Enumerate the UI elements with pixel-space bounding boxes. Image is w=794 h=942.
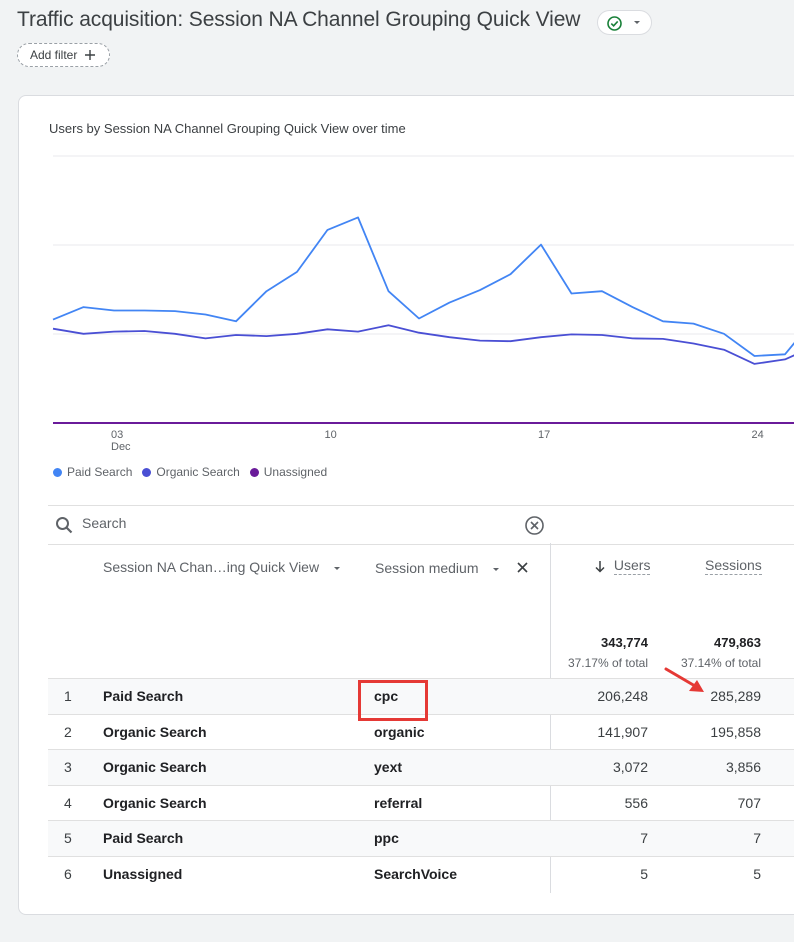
row-channel: Paid Search [103,830,184,846]
total-users: 343,774 [601,635,648,650]
table-search-bar [48,505,794,545]
search-input[interactable] [82,515,382,531]
annotation-highlight-box [358,680,428,721]
row-users: 141,907 [597,723,648,740]
column-header-medium-label: Session medium [375,560,479,576]
row-channel: Organic Search [103,759,207,775]
row-users: 5 [640,865,648,882]
column-divider [550,543,551,893]
table-row[interactable]: 6 Unassigned SearchVoice 5 5 [48,855,794,892]
row-index: 2 [64,723,72,740]
row-sessions: 707 [737,794,761,811]
series-line-paid-search[interactable] [52,216,794,357]
chart-legend: Paid Search Organic Search Unassigned [53,465,327,479]
legend-label: Organic Search [156,465,240,479]
legend-label: Paid Search [67,465,133,479]
column-header-users[interactable]: Users [594,557,651,575]
row-medium: ppc [374,830,399,846]
row-channel: Organic Search [103,723,207,740]
search-icon [56,517,73,534]
clear-search-icon[interactable] [524,515,545,536]
legend-label: Unassigned [263,465,328,479]
table-row[interactable]: 4 Organic Search referral 556 707 [48,784,794,821]
legend-dot [249,467,259,477]
row-index: 6 [64,865,72,882]
row-users: 206,248 [597,688,648,704]
row-medium: yext [374,759,403,775]
total-users-percent: 37.17% of total [567,656,648,670]
x-tick-label: 10 [325,429,337,441]
row-sessions: 7 [753,830,761,846]
annotation-arrow-icon [664,667,704,692]
x-tick-sublabel: Dec [111,441,131,453]
legend-dot [142,467,152,477]
row-index: 4 [64,794,72,811]
row-users: 7 [640,830,648,846]
status-dropdown[interactable] [597,10,652,35]
row-medium: SearchVoice [374,865,458,882]
series-line-organic-search[interactable] [52,324,794,365]
legend-item-paid-search[interactable]: Paid Search [53,465,132,479]
row-sessions: 195,858 [710,723,761,740]
chart-title: Users by Session NA Channel Grouping Qui… [49,121,406,136]
row-sessions: 285,289 [710,688,761,704]
caret-down-icon [634,21,640,24]
plus-icon [85,50,95,60]
legend-item-unassigned[interactable]: Unassigned [249,465,328,479]
legend-item-organic-search[interactable]: Organic Search [142,465,240,479]
row-channel: Paid Search [103,688,184,704]
row-medium: cpc [374,688,399,704]
table-row[interactable]: 5 Paid Search ppc 7 7 [48,820,794,856]
x-tick-label: 17 [538,429,550,441]
total-sessions-percent: 37.14% of total [680,656,761,670]
row-sessions: 3,856 [725,759,761,775]
add-filter-label: Add filter [30,48,78,62]
caret-down-icon [333,567,340,571]
check-circle-icon [607,16,622,31]
row-users: 3,072 [612,759,648,775]
row-channel: Organic Search [103,794,207,811]
row-medium: referral [374,794,423,811]
row-sessions: 5 [753,865,761,882]
row-index: 1 [64,688,72,704]
row-channel: Unassigned [103,865,183,882]
arrow-down-icon [595,560,605,573]
row-index: 5 [64,830,72,846]
table-row[interactable]: 1 Paid Search cpc 206,248 285,289 [48,678,794,714]
x-tick-label: 03 [111,429,123,441]
caret-down-icon [493,568,500,572]
column-header-users-label: Users [613,557,651,575]
column-header-sessions-label: Sessions [705,557,762,575]
data-table-body: 1 Paid Search cpc 206,248 285,289 2 Orga… [48,678,794,891]
row-users: 556 [624,794,648,811]
page-title: Traffic acquisition: Session NA Channel … [17,8,581,31]
table-row[interactable]: 2 Organic Search organic 141,907 195,858 [48,713,794,750]
row-index: 3 [64,759,72,775]
add-filter-button[interactable]: Add filter [17,43,110,67]
row-medium: organic [374,723,425,740]
total-sessions: 479,863 [714,635,761,650]
table-row[interactable]: 3 Organic Search yext 3,072 3,856 [48,749,794,785]
legend-dot [53,467,62,477]
column-header-sessions[interactable]: Sessions [705,557,762,575]
column-header-channel[interactable]: Session NA Chan…ing Quick View [103,559,343,575]
column-header-medium[interactable]: Session medium [375,560,502,576]
column-header-channel-label: Session NA Chan…ing Quick View [103,559,320,575]
x-tick-label: 24 [752,429,764,441]
remove-dimension-icon[interactable] [516,561,529,574]
